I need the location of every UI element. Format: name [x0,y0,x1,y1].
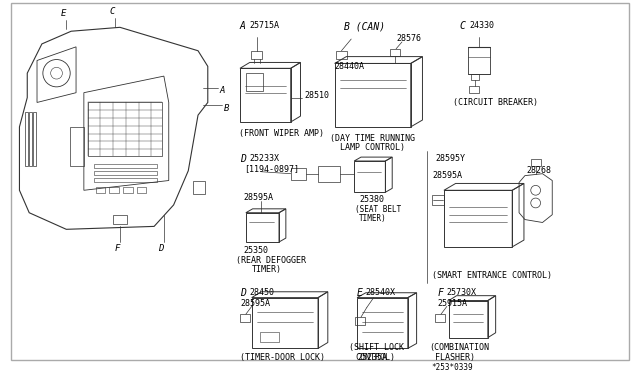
Text: 25715A: 25715A [250,22,280,31]
Text: (SMART ENTRANCE CONTROL): (SMART ENTRANCE CONTROL) [432,271,552,280]
Text: TIMER): TIMER) [359,214,387,223]
Text: 28540X: 28540X [366,288,396,297]
Text: CONTROL): CONTROL) [355,353,395,362]
Text: A: A [220,86,225,95]
Text: 28595A: 28595A [240,299,270,308]
Text: C: C [109,7,115,16]
Text: 28576: 28576 [396,34,421,43]
Text: (SEAT BELT: (SEAT BELT [355,205,401,214]
Text: TIMER): TIMER) [252,265,282,275]
Text: F: F [115,244,120,253]
Text: E: E [61,9,66,17]
Text: 25233X: 25233X [250,154,280,163]
Text: (CIRCUIT BREAKER): (CIRCUIT BREAKER) [452,97,538,107]
Text: A: A [240,22,246,32]
Text: 28595A: 28595A [432,171,462,180]
Text: 28268: 28268 [527,166,552,175]
Text: E: E [357,288,363,298]
Text: [1194-0897]: [1194-0897] [244,164,299,173]
Text: D: D [158,244,164,253]
Text: 28450: 28450 [250,288,275,297]
Text: B (CAN): B (CAN) [344,22,385,32]
Text: D: D [240,288,246,298]
Text: (COMBINATION: (COMBINATION [429,343,490,353]
Text: 25235A: 25235A [357,353,387,362]
Text: (REAR DEFOGGER: (REAR DEFOGGER [236,256,306,264]
Text: (TIMER-DOOR LOCK): (TIMER-DOOR LOCK) [240,353,325,362]
Text: 28595Y: 28595Y [435,154,465,163]
Text: D: D [240,154,246,164]
Text: 28595A: 28595A [244,193,274,202]
Text: 24330: 24330 [469,22,494,31]
Text: 28510: 28510 [305,91,330,100]
Text: C: C [460,22,465,32]
Text: 25350: 25350 [244,246,269,255]
Text: *253*0339: *253*0339 [431,363,473,372]
Text: B: B [225,104,230,113]
Text: 28440A: 28440A [335,62,365,71]
Text: (FRONT WIPER AMP): (FRONT WIPER AMP) [239,129,324,138]
Text: FLASHER): FLASHER) [435,353,475,362]
Text: 25380: 25380 [359,195,384,204]
Text: (SHIFT LOCK: (SHIFT LOCK [349,343,404,353]
Text: F: F [437,288,443,298]
Text: 25730X: 25730X [447,288,477,297]
Text: 25915A: 25915A [437,299,467,308]
Text: LAMP CONTROL): LAMP CONTROL) [339,144,404,153]
Text: (DAY TIME RUNNING: (DAY TIME RUNNING [330,134,415,143]
